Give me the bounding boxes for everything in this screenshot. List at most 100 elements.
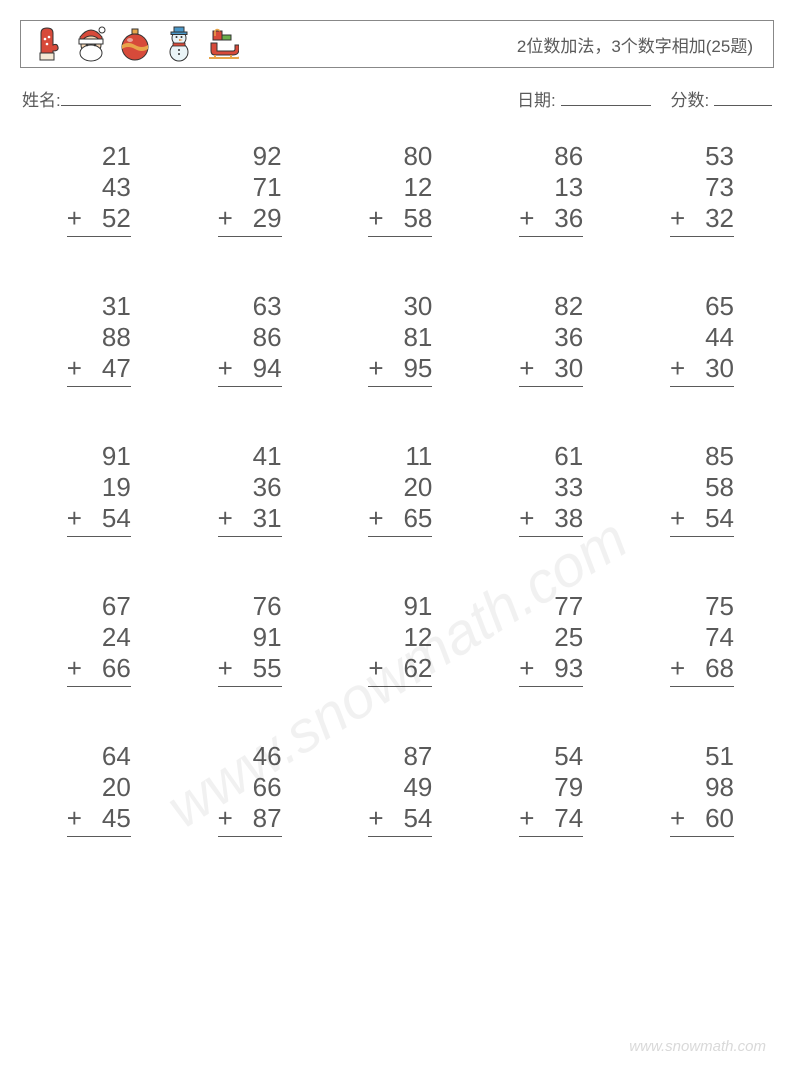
addend-3-row: +93: [519, 653, 583, 687]
addend-1: 21: [102, 141, 131, 172]
addend-3-row: +54: [670, 503, 734, 537]
addend-2: 81: [403, 322, 432, 353]
addend-1: 76: [253, 591, 282, 622]
plus-sign: +: [368, 203, 401, 234]
problem: 4666+87: [181, 741, 312, 837]
addend-3: 52: [102, 203, 131, 234]
addend-3: 55: [253, 653, 282, 684]
header-box: 2位数加法，3个数字相加(25题): [20, 20, 774, 68]
addend-1: 91: [102, 441, 131, 472]
plus-sign: +: [519, 353, 552, 384]
addend-2: 73: [705, 172, 734, 203]
problem: 6133+38: [482, 441, 613, 537]
footer-text: www.snowmath.com: [629, 1038, 766, 1055]
addend-1: 64: [102, 741, 131, 772]
addend-1: 80: [403, 141, 432, 172]
problem: 2143+52: [30, 141, 161, 237]
plus-sign: +: [368, 653, 401, 684]
addend-1: 65: [705, 291, 734, 322]
addend-3-row: +55: [218, 653, 282, 687]
problems-grid: 2143+529271+298012+588613+365373+323188+…: [30, 141, 764, 837]
snowman-icon: [163, 25, 195, 63]
problem: 6724+66: [30, 591, 161, 687]
plus-sign: +: [670, 353, 703, 384]
problem: 9119+54: [30, 441, 161, 537]
addend-3: 47: [102, 353, 131, 384]
addend-2: 88: [102, 322, 131, 353]
score-field: 分数:: [671, 86, 772, 111]
problem: 8613+36: [482, 141, 613, 237]
problem: 3188+47: [30, 291, 161, 387]
addend-2: 98: [705, 772, 734, 803]
addend-3: 62: [403, 653, 432, 684]
addend-3: 87: [253, 803, 282, 834]
addend-1: 67: [102, 591, 131, 622]
addend-3-row: +38: [519, 503, 583, 537]
addend-3-row: +30: [670, 353, 734, 387]
addend-3: 38: [554, 503, 583, 534]
addend-3-row: +54: [67, 503, 131, 537]
addend-3-row: +45: [67, 803, 131, 837]
problem: 5373+32: [633, 141, 764, 237]
addend-2: 66: [253, 772, 282, 803]
header-icons: [31, 25, 239, 63]
addend-2: 49: [403, 772, 432, 803]
addend-3-row: +65: [368, 503, 432, 537]
addend-3-row: +68: [670, 653, 734, 687]
problem: 4136+31: [181, 441, 312, 537]
plus-sign: +: [67, 803, 100, 834]
plus-sign: +: [670, 653, 703, 684]
addend-1: 11: [405, 441, 432, 472]
addend-2: 13: [554, 172, 583, 203]
addend-1: 53: [705, 141, 734, 172]
addend-3: 60: [705, 803, 734, 834]
addend-3: 93: [554, 653, 583, 684]
problem: 6386+94: [181, 291, 312, 387]
addend-2: 20: [403, 472, 432, 503]
addend-3-row: +95: [368, 353, 432, 387]
mitten-icon: [31, 25, 63, 63]
addend-1: 30: [403, 291, 432, 322]
plus-sign: +: [218, 353, 251, 384]
plus-sign: +: [670, 803, 703, 834]
addend-2: 33: [554, 472, 583, 503]
problem: 9112+62: [332, 591, 463, 687]
addend-3-row: +94: [218, 353, 282, 387]
addend-3-row: +36: [519, 203, 583, 237]
addend-3: 58: [403, 203, 432, 234]
addend-2: 19: [102, 472, 131, 503]
addend-2: 36: [253, 472, 282, 503]
plus-sign: +: [670, 503, 703, 534]
addend-1: 46: [253, 741, 282, 772]
addend-1: 63: [253, 291, 282, 322]
problem: 5479+74: [482, 741, 613, 837]
addend-1: 87: [403, 741, 432, 772]
problem: 7691+55: [181, 591, 312, 687]
addend-3-row: +60: [670, 803, 734, 837]
score-label: 分数:: [671, 91, 710, 110]
problem: 5198+60: [633, 741, 764, 837]
problem: 3081+95: [332, 291, 463, 387]
plus-sign: +: [519, 803, 552, 834]
addend-3: 95: [403, 353, 432, 384]
addend-1: 86: [554, 141, 583, 172]
problem: 8012+58: [332, 141, 463, 237]
addend-2: 24: [102, 622, 131, 653]
addend-3: 36: [554, 203, 583, 234]
addend-1: 82: [554, 291, 583, 322]
worksheet-title: 2位数加法，3个数字相加(25题): [517, 32, 753, 57]
plus-sign: +: [67, 503, 100, 534]
addend-3-row: +87: [218, 803, 282, 837]
addend-3-row: +32: [670, 203, 734, 237]
plus-sign: +: [218, 803, 251, 834]
plus-sign: +: [368, 803, 401, 834]
addend-1: 77: [554, 591, 583, 622]
addend-3: 54: [102, 503, 131, 534]
date-label: 日期:: [517, 91, 556, 110]
date-underline: [561, 88, 651, 106]
plus-sign: +: [67, 653, 100, 684]
addend-3-row: +54: [368, 803, 432, 837]
addend-1: 91: [403, 591, 432, 622]
addend-1: 51: [705, 741, 734, 772]
addend-2: 36: [554, 322, 583, 353]
